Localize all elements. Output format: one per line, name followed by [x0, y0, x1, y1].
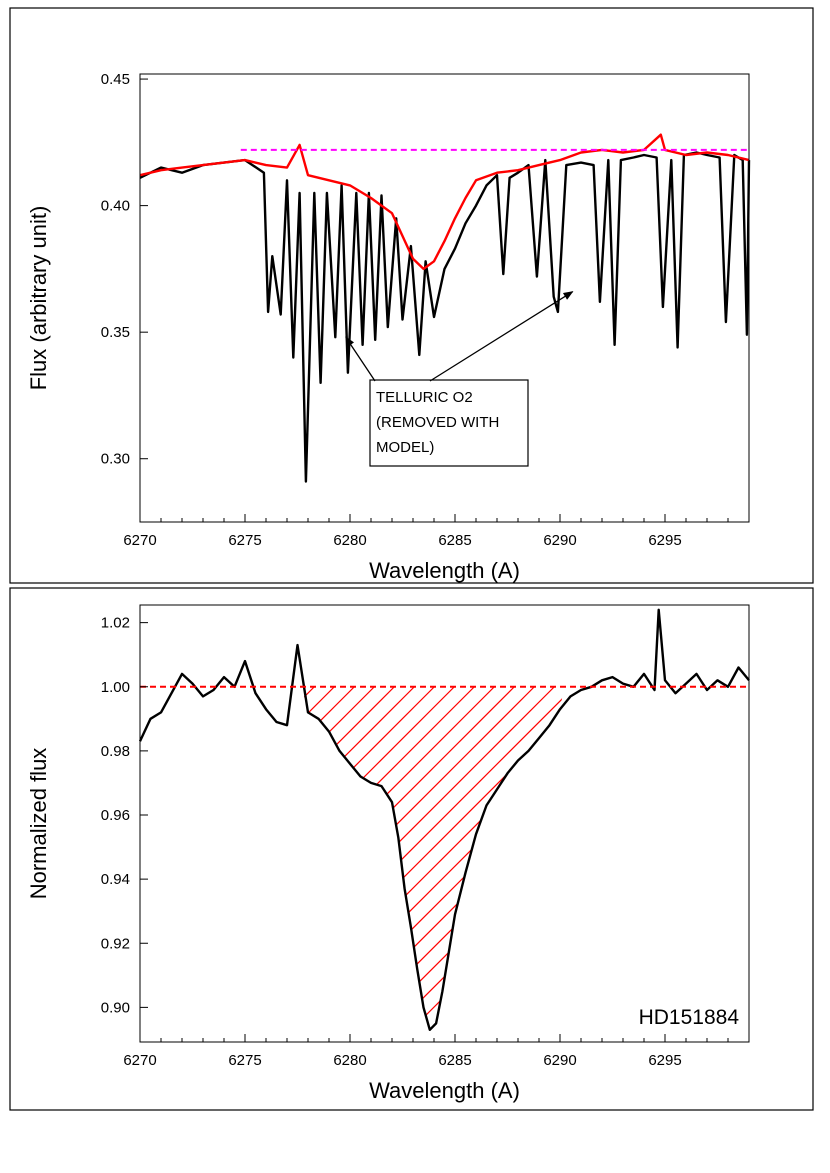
hatch-line: [742, 687, 830, 1040]
top-frame: [9, 7, 814, 584]
hatch-line: [582, 687, 830, 1040]
hatch-line: [301, 686, 565, 1030]
hatch-line: [401, 686, 565, 1030]
bottom-frame: [9, 587, 814, 1111]
hatch-line: [481, 686, 565, 1030]
x-tick-label: 6285: [438, 1052, 471, 1069]
bottom-panel: 6270 6275 6280 6285 6290 6295 0.90 0.92 0.94 0.96…: [9, 587, 830, 1111]
hatch-line: [301, 686, 435, 1030]
hatch-line: [301, 686, 455, 1030]
bottom-x-axis-title: Wavelength (A): [369, 1078, 520, 1103]
bottom-hatch-region: [301, 686, 830, 1040]
hatch-line: [301, 686, 415, 1030]
hatch-line: [381, 686, 565, 1030]
hatch-line: [822, 687, 830, 1040]
x-tick-label: 6270: [123, 1052, 156, 1069]
x-tick-label: 6290: [543, 1052, 576, 1069]
y-tick-label: 1.00: [101, 679, 130, 696]
hatch-line: [301, 686, 375, 1030]
annotation-line: TELLURIC O2: [376, 389, 473, 406]
x-tick-label: 6280: [333, 532, 366, 549]
y-tick-label: 0.96: [101, 807, 130, 824]
hatch-line: [421, 686, 565, 1030]
hatch-line: [762, 687, 830, 1040]
hatch-line: [802, 687, 830, 1040]
x-tick-label: 6275: [228, 1052, 261, 1069]
y-tick-label: 0.98: [101, 743, 130, 760]
hatch-line: [722, 687, 830, 1040]
hatch-line: [541, 686, 565, 1030]
hatch-line: [782, 687, 830, 1040]
bottom-plot-border: [139, 604, 750, 1043]
annotation-line: (REMOVED WITH: [376, 414, 499, 431]
y-tick-label: 0.90: [101, 999, 130, 1016]
x-tick-label: 6295: [648, 532, 681, 549]
top-x-axis-title: Wavelength (A): [369, 558, 520, 583]
annotation-arrow: [345, 336, 376, 382]
hatch-line: [301, 686, 515, 1030]
x-tick-label: 6285: [438, 532, 471, 549]
top-series-observed-spectrum: [139, 151, 751, 483]
annotation-line: MODEL): [376, 439, 434, 456]
hatch-line: [441, 686, 565, 1030]
bottom-series-normalized-spectrum: [138, 608, 750, 1032]
hatch-line: [321, 686, 565, 1030]
x-tick-label: 6280: [333, 1052, 366, 1069]
hatch-line: [301, 686, 565, 1030]
hatch-line: [702, 687, 830, 1040]
hatch-line: [642, 687, 830, 1040]
hatch-line: [682, 687, 830, 1040]
hatch-line: [662, 687, 830, 1040]
hatch-line: [501, 686, 565, 1030]
top-series-telluric-corrected-spectrum: [139, 133, 750, 271]
x-tick-label: 6295: [648, 1052, 681, 1069]
hatch-line: [301, 686, 535, 1030]
hatch-line: [341, 686, 565, 1030]
y-tick-label: 1.02: [101, 615, 130, 632]
hatch-line: [461, 686, 565, 1030]
bottom-y-axis-title: Normalized flux: [26, 748, 51, 900]
hatch-line: [561, 686, 565, 1030]
y-tick-label: 0.45: [101, 71, 130, 88]
hatch-line: [301, 686, 565, 1030]
x-tick-label: 6275: [228, 532, 261, 549]
y-tick-label: 0.30: [101, 451, 130, 468]
x-tick-label: 6270: [123, 532, 156, 549]
annotation-arrow: [429, 291, 574, 382]
top-plot-border: [139, 73, 750, 523]
star-label: HD151884: [639, 1006, 740, 1029]
hatch-line: [521, 686, 565, 1030]
annotation-box: [369, 379, 529, 467]
y-tick-label: 0.94: [101, 871, 130, 888]
y-tick-label: 0.35: [101, 324, 130, 341]
hatch-line: [301, 686, 395, 1030]
top-y-axis-title: Flux (arbitrary unit): [26, 206, 51, 391]
y-tick-label: 0.40: [101, 198, 130, 215]
hatch-line: [301, 686, 565, 1030]
hatch-line: [301, 686, 495, 1030]
hatch-line: [301, 686, 355, 1030]
hatch-line: [301, 686, 555, 1030]
hatch-line: [602, 687, 830, 1040]
hatch-line: [622, 687, 830, 1040]
x-tick-label: 6290: [543, 532, 576, 549]
y-tick-label: 0.92: [101, 935, 130, 952]
top-panel: 6270 6275 6280 6285 6290 6295 0.30 0.35 0.40 0.45…: [9, 7, 814, 584]
hatch-line: [301, 686, 475, 1030]
